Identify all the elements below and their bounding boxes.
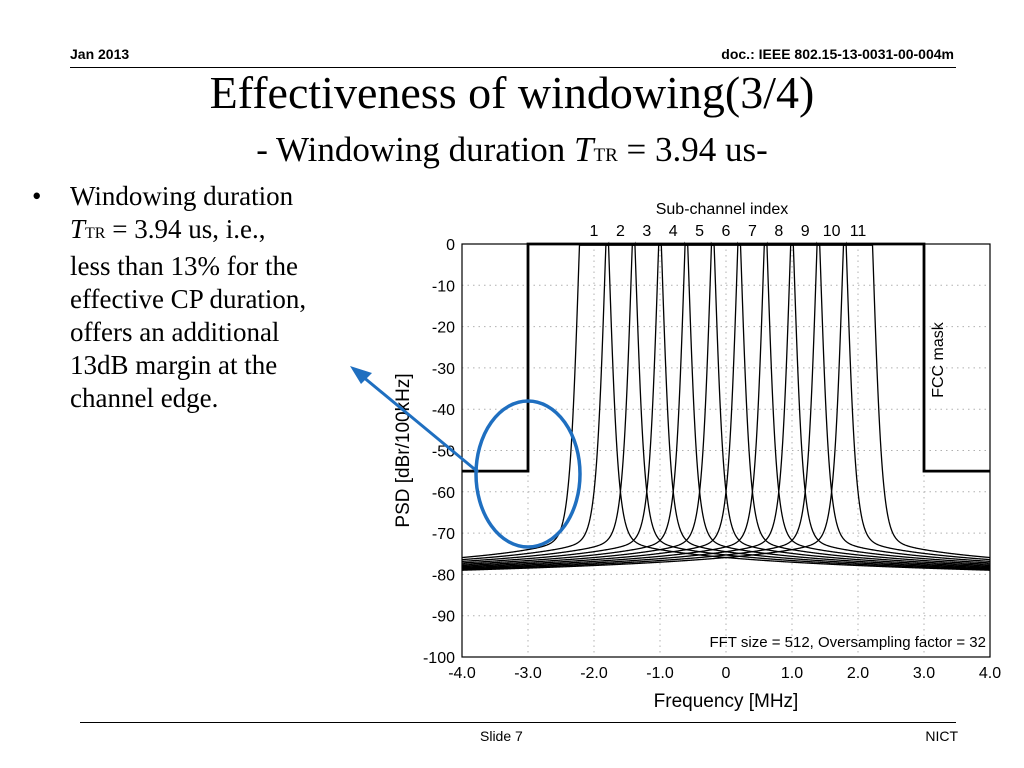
bullet-line: channel edge. (70, 383, 219, 413)
y-tick-label: -80 (432, 567, 455, 584)
y-tick-label: -90 (432, 609, 455, 626)
bullet-line-suffix: = 3.94 us, i.e., (105, 214, 266, 244)
plot-frame (461, 243, 991, 658)
x-tick-label: 1.0 (781, 665, 803, 682)
psd-curve (461, 241, 991, 571)
header-date: Jan 2013 (70, 46, 130, 62)
bullet-text: Windowing duration TTR = 3.94 us, i.e., … (70, 180, 370, 415)
x-tick-label: -4.0 (448, 665, 476, 682)
subchannel-label: 9 (801, 223, 810, 240)
psd-curve (461, 244, 991, 570)
bullet-subscript: TR (85, 225, 106, 242)
subchannel-label: 3 (642, 223, 651, 240)
psd-curve (461, 241, 991, 568)
y-tick-label: -70 (432, 526, 455, 543)
footer-org: NICT (925, 728, 958, 744)
psd-curve (461, 244, 991, 571)
subchannel-label: 5 (695, 223, 704, 240)
bullet-line: offers an additional (70, 317, 280, 347)
chart-title: Sub-channel index (656, 201, 789, 218)
x-tick-label: -1.0 (646, 665, 674, 682)
chart-annotation: FFT size = 512, Oversampling factor = 32 (709, 634, 986, 651)
x-tick-label: 2.0 (847, 665, 869, 682)
x-tick-label: 4.0 (979, 665, 1001, 682)
subchannel-label: 7 (748, 223, 757, 240)
bullet-line: Windowing duration (70, 181, 294, 211)
y-tick-label: -40 (432, 402, 455, 419)
footer-rule (80, 722, 956, 723)
bullet-line: effective CP duration, (70, 284, 307, 314)
header-rule (70, 67, 956, 68)
bullet-line: 13dB margin at the (70, 350, 278, 380)
y-tick-label: -100 (423, 650, 455, 667)
subchannel-label: 1 (590, 223, 599, 240)
x-tick-label: -2.0 (580, 665, 608, 682)
highlight-ellipse (474, 399, 582, 549)
subtitle-subscript: TR (593, 145, 618, 166)
subchannel-label: 2 (616, 223, 625, 240)
psd-curve (461, 241, 991, 571)
annotation-arrowhead (350, 366, 372, 384)
slide-subtitle: - Windowing duration TTR = 3.94 us- (0, 128, 1024, 178)
y-tick-label: -20 (432, 320, 455, 337)
x-axis-label: Frequency [MHz] (654, 691, 799, 712)
psd-curve (461, 241, 991, 568)
x-tick-label: 0 (722, 665, 731, 682)
x-tick-label: 3.0 (913, 665, 935, 682)
subchannel-label: 4 (669, 223, 678, 240)
fcc-mask-label: FCC mask (930, 321, 947, 398)
subtitle-symbol: T (574, 130, 594, 169)
bullet-marker: • (32, 181, 42, 211)
bullet-line: less than 13% for the (70, 251, 298, 281)
subtitle-prefix: - Windowing duration (256, 130, 574, 169)
bullet-line: TTR = 3.94 us, i.e., (70, 213, 370, 250)
subchannel-label: 10 (823, 223, 841, 240)
annotation-arrow-shaft (361, 374, 479, 474)
slide-title: Effectiveness of windowing(3/4) (209, 67, 815, 118)
bullet-symbol: T (70, 214, 86, 244)
subtitle-suffix: = 3.94 us- (617, 130, 768, 169)
y-tick-label: 0 (446, 237, 455, 254)
psd-curve (461, 244, 991, 569)
psd-curve (461, 241, 991, 571)
subchannel-label: 8 (774, 223, 783, 240)
y-tick-label: -30 (432, 361, 455, 378)
header-doc-id: doc.: IEEE 802.15-13-0031-00-004m (721, 46, 954, 62)
subchannel-label: 11 (850, 223, 867, 240)
subchannel-label: 6 (722, 223, 731, 240)
y-axis-label: PSD [dBr/100kHz] (393, 373, 414, 527)
y-tick-label: -10 (432, 278, 455, 295)
x-tick-label: -3.0 (514, 665, 542, 682)
slide-number: Slide 7 (480, 728, 523, 744)
y-tick-label: -60 (432, 485, 455, 502)
